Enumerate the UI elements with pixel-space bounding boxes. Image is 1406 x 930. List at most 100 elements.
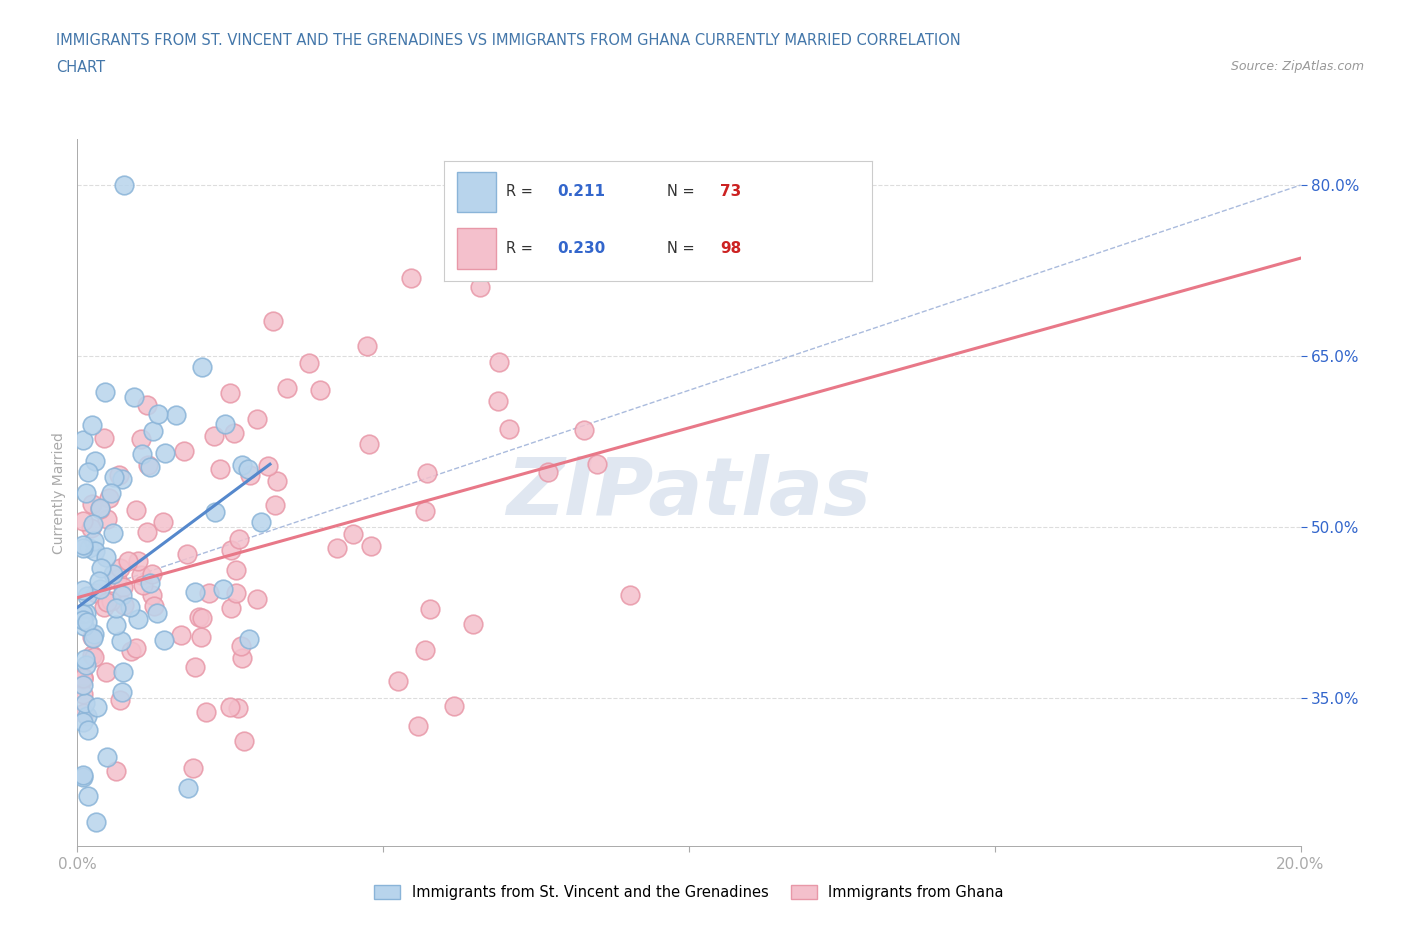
Point <box>238 462 260 477</box>
Point <box>184 585 207 600</box>
Point <box>80 497 103 512</box>
Point <box>586 457 609 472</box>
Point <box>103 525 125 540</box>
Point <box>173 444 195 458</box>
Point <box>77 789 100 804</box>
Point <box>76 589 98 604</box>
Point <box>72 686 94 701</box>
Point <box>470 280 492 295</box>
Point <box>100 593 122 608</box>
Point <box>357 437 380 452</box>
Point <box>76 709 98 724</box>
Point <box>114 598 136 613</box>
Point <box>228 531 250 546</box>
Point <box>226 700 249 715</box>
Point <box>132 578 155 592</box>
Point <box>76 615 98 630</box>
Point <box>93 600 115 615</box>
Point <box>89 501 111 516</box>
Point <box>204 504 226 519</box>
Text: ZIPatlas: ZIPatlas <box>506 454 872 532</box>
Point <box>72 606 94 621</box>
Point <box>125 503 148 518</box>
Point <box>105 572 128 587</box>
Point <box>239 468 262 483</box>
Point <box>129 432 152 446</box>
Point <box>488 354 510 369</box>
Point <box>122 390 145 405</box>
Point <box>145 605 167 620</box>
Point <box>80 418 103 432</box>
Point <box>73 706 96 721</box>
Point <box>100 485 122 500</box>
Point <box>191 360 214 375</box>
Point <box>142 598 165 613</box>
Point <box>110 633 132 648</box>
Point <box>131 446 153 461</box>
Point <box>231 458 253 473</box>
Point <box>86 699 108 714</box>
Point <box>225 585 247 600</box>
Point <box>72 612 94 627</box>
Point <box>124 641 146 656</box>
Point <box>225 563 247 578</box>
Text: IMMIGRANTS FROM ST. VINCENT AND THE GRENADINES VS IMMIGRANTS FROM GHANA CURRENTL: IMMIGRANTS FROM ST. VINCENT AND THE GREN… <box>56 33 960 47</box>
Point <box>108 561 131 576</box>
Point <box>73 618 96 633</box>
Point <box>152 633 174 648</box>
Point <box>202 429 225 444</box>
Point <box>72 514 94 529</box>
Point <box>127 611 149 626</box>
Point <box>141 567 163 582</box>
Point <box>139 576 162 591</box>
Point <box>165 408 187 423</box>
Point <box>87 574 110 589</box>
Point <box>326 540 349 555</box>
Point <box>72 582 94 597</box>
Point <box>89 582 111 597</box>
Point <box>82 647 104 662</box>
Point <box>77 465 100 480</box>
Point <box>111 472 134 486</box>
Point <box>190 611 212 626</box>
Point <box>120 599 142 614</box>
Point <box>231 651 253 666</box>
Point <box>89 501 111 516</box>
Point <box>72 769 94 784</box>
Point <box>82 631 104 645</box>
Point <box>120 644 142 658</box>
Point <box>360 538 382 553</box>
Point <box>211 581 233 596</box>
Point <box>75 658 97 672</box>
Point <box>111 588 134 603</box>
Point <box>84 454 107 469</box>
Point <box>308 383 330 398</box>
Point <box>83 534 105 549</box>
Point <box>127 553 149 568</box>
Point <box>72 714 94 729</box>
Point <box>136 458 159 472</box>
Point <box>90 561 112 576</box>
Point <box>80 520 103 535</box>
Point <box>443 698 465 713</box>
Point <box>72 677 94 692</box>
Point <box>72 432 94 447</box>
Point <box>387 673 409 688</box>
Point <box>148 407 170 422</box>
Legend: Immigrants from St. Vincent and the Grenadines, Immigrants from Ghana: Immigrants from St. Vincent and the Gren… <box>368 880 1010 906</box>
Point <box>194 704 217 719</box>
Point <box>72 540 94 555</box>
Point <box>176 547 198 562</box>
Point <box>356 339 378 353</box>
Point <box>461 617 484 631</box>
Point <box>94 665 117 680</box>
Point <box>181 760 204 775</box>
Point <box>82 629 104 644</box>
Point <box>219 601 242 616</box>
Point <box>94 550 117 565</box>
Point <box>96 750 118 764</box>
Point <box>136 525 159 539</box>
Point <box>141 588 163 603</box>
Point <box>72 538 94 552</box>
Point <box>117 553 139 568</box>
